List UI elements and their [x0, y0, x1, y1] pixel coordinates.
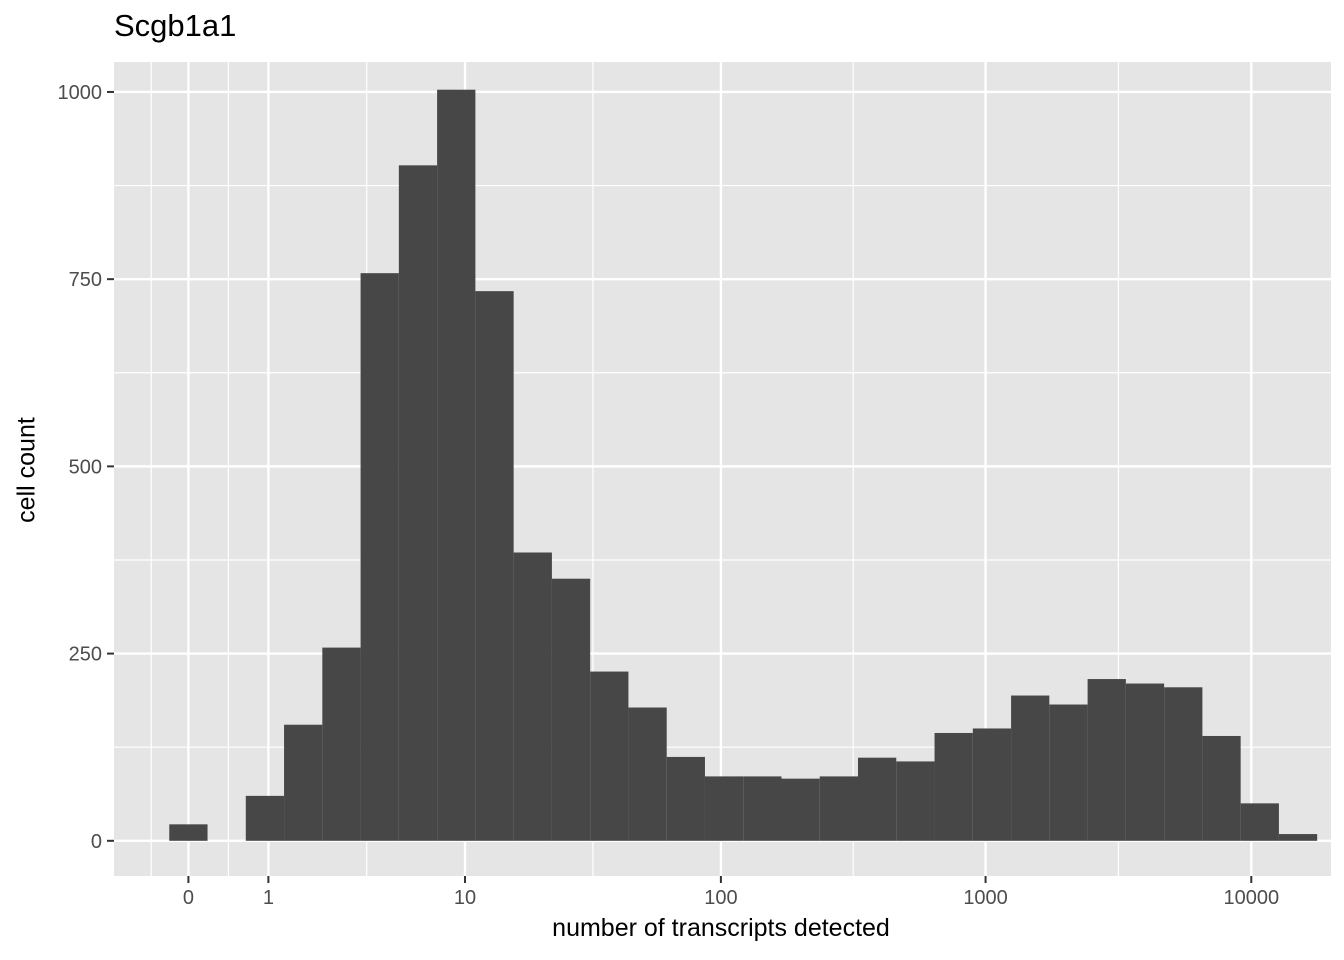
x-tick-label: 10000 — [1223, 887, 1279, 909]
histogram-bar — [896, 761, 935, 841]
x-tick-label: 10 — [454, 887, 476, 909]
x-tick-label: 100 — [704, 887, 737, 909]
histogram-bar — [819, 776, 859, 841]
histogram-bar — [284, 724, 323, 841]
histogram-bar — [513, 552, 552, 841]
histogram-bar — [1049, 704, 1088, 841]
histogram-bar — [245, 795, 285, 841]
histogram-bar — [360, 273, 399, 841]
histogram-bar — [972, 728, 1012, 841]
y-tick-label: 250 — [69, 644, 102, 666]
histogram-bar — [437, 89, 476, 841]
histogram-bar — [934, 732, 973, 841]
histogram-bar — [1011, 695, 1050, 841]
x-tick-label: 1000 — [963, 887, 1008, 909]
histogram-bar — [858, 757, 897, 841]
histogram-bar — [743, 776, 782, 841]
histogram-bar — [1278, 834, 1318, 841]
x-axis-label: number of transcripts detected — [552, 914, 890, 942]
y-tick-label: 750 — [69, 269, 102, 291]
y-tick-label: 1000 — [58, 82, 103, 104]
x-tick-label: 0 — [183, 887, 194, 909]
histogram-bar — [1240, 803, 1279, 841]
y-tick-label: 0 — [91, 831, 102, 853]
histogram-bar — [398, 165, 438, 841]
histogram-bar — [590, 671, 629, 841]
histogram-bar — [1202, 735, 1241, 841]
y-tick-label: 500 — [69, 456, 102, 478]
histogram-bar — [322, 647, 361, 841]
x-tick-label: 1 — [263, 887, 274, 909]
histogram-bar — [1125, 683, 1165, 841]
histogram-bar — [666, 756, 705, 841]
histogram-bar — [781, 778, 820, 841]
histogram-bar — [475, 291, 514, 841]
histogram-bar — [551, 578, 591, 841]
bars-group — [169, 89, 1318, 841]
histogram-bar — [628, 707, 667, 841]
histogram-bar — [704, 776, 744, 841]
histogram-bar — [1164, 687, 1203, 841]
chart-title: Scgb1a1 — [114, 8, 237, 43]
histogram-bar — [169, 824, 208, 841]
histogram-bar — [1087, 679, 1126, 841]
